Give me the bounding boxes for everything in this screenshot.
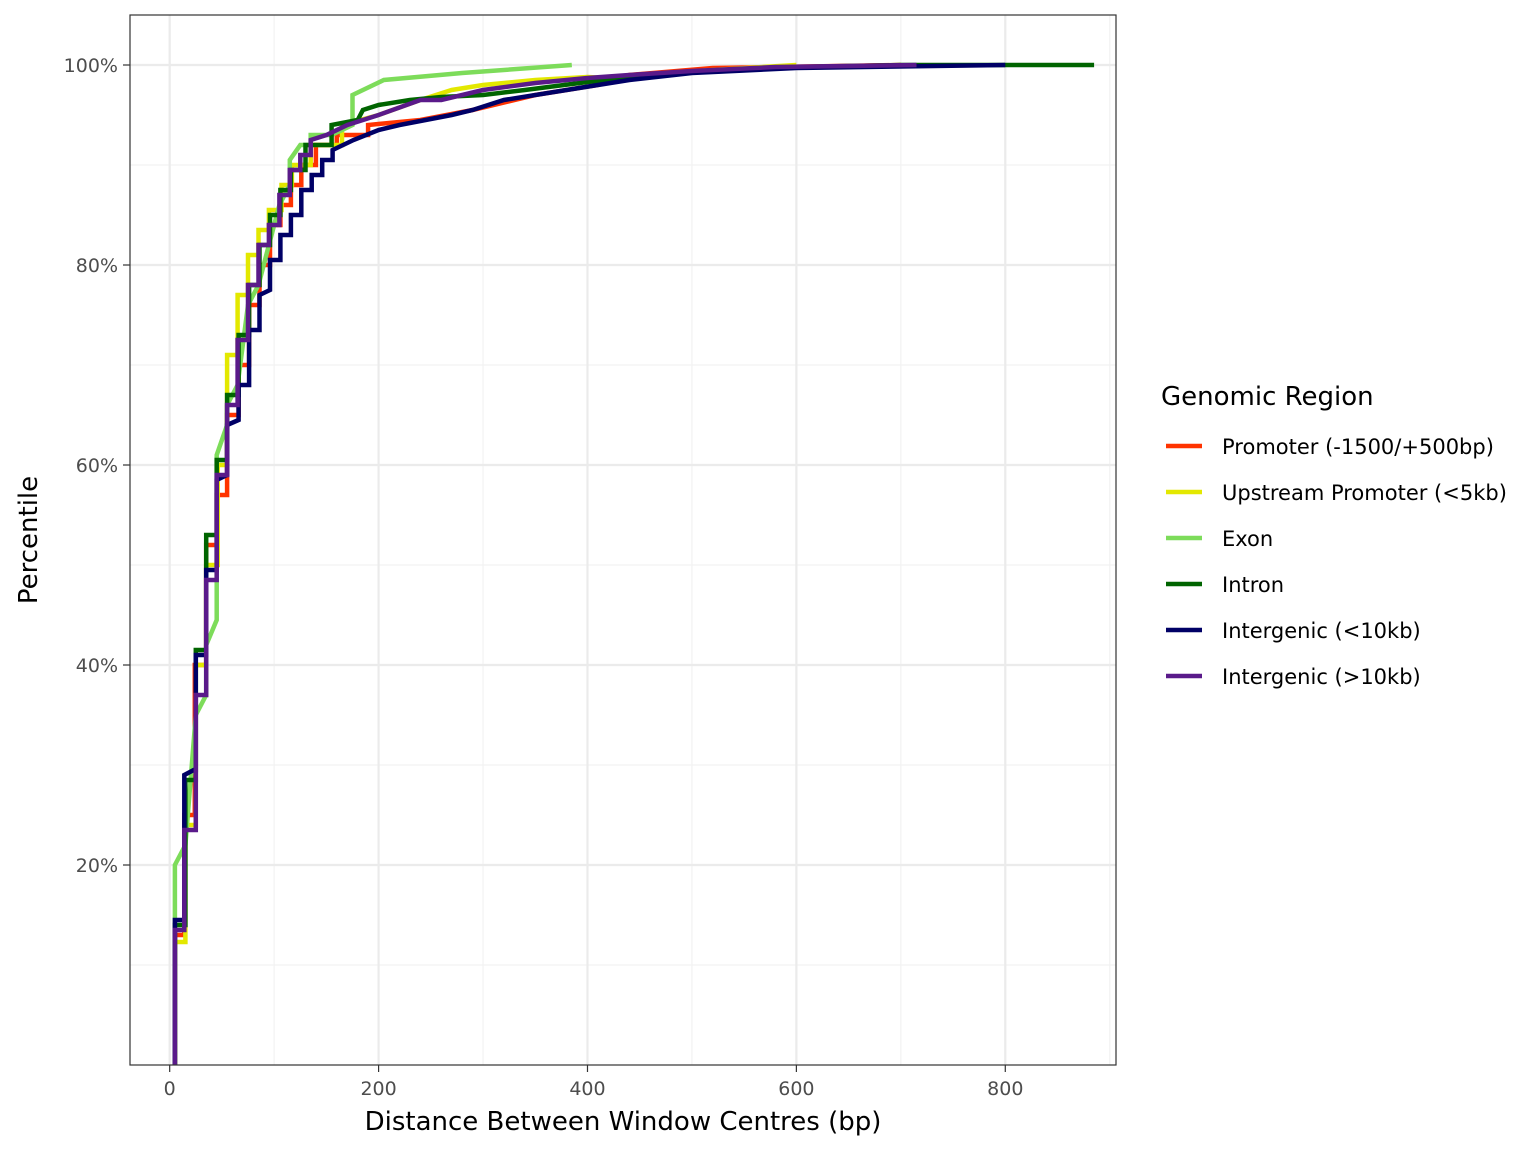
x-tick-label: 400: [569, 1078, 605, 1100]
y-axis: 20% 40% 60% 80% 100%: [64, 55, 130, 877]
legend-label-3: Exon: [1222, 527, 1273, 551]
legend-title: Genomic Region: [1161, 382, 1374, 412]
x-tick-label: 200: [360, 1078, 396, 1100]
plot-panel: [130, 15, 1116, 1065]
y-tick-label: 80%: [76, 255, 118, 277]
y-tick-label: 60%: [76, 455, 118, 477]
legend-label-1: Promoter (-1500/+500bp): [1222, 435, 1494, 459]
legend-label-5: Intergenic (<10kb): [1222, 619, 1421, 643]
series-lines: [172, 62, 1095, 1065]
plot-border: [129, 14, 1117, 1066]
y-axis-title: Percentile: [14, 476, 44, 604]
legend: Genomic Region Promoter (-1500/+500bp) Up…: [1161, 382, 1507, 689]
series-line-6: [172, 62, 917, 1065]
x-tick-label: 800: [987, 1078, 1023, 1100]
minor-gridlines: [130, 15, 1116, 1065]
legend-label-6: Intergenic (>10kb): [1222, 665, 1421, 689]
x-tick-label: 600: [778, 1078, 814, 1100]
y-tick-label: 40%: [76, 655, 118, 677]
y-tick-label: 20%: [76, 855, 118, 877]
legend-label-2: Upstream Promoter (<5kb): [1222, 481, 1507, 505]
x-axis: 0 200 400 600 800: [164, 1065, 1023, 1100]
legend-label-4: Intron: [1222, 573, 1284, 597]
x-axis-title: Distance Between Window Centres (bp): [365, 1107, 882, 1137]
y-tick-label: 100%: [64, 55, 118, 77]
x-tick-label: 0: [164, 1078, 176, 1100]
